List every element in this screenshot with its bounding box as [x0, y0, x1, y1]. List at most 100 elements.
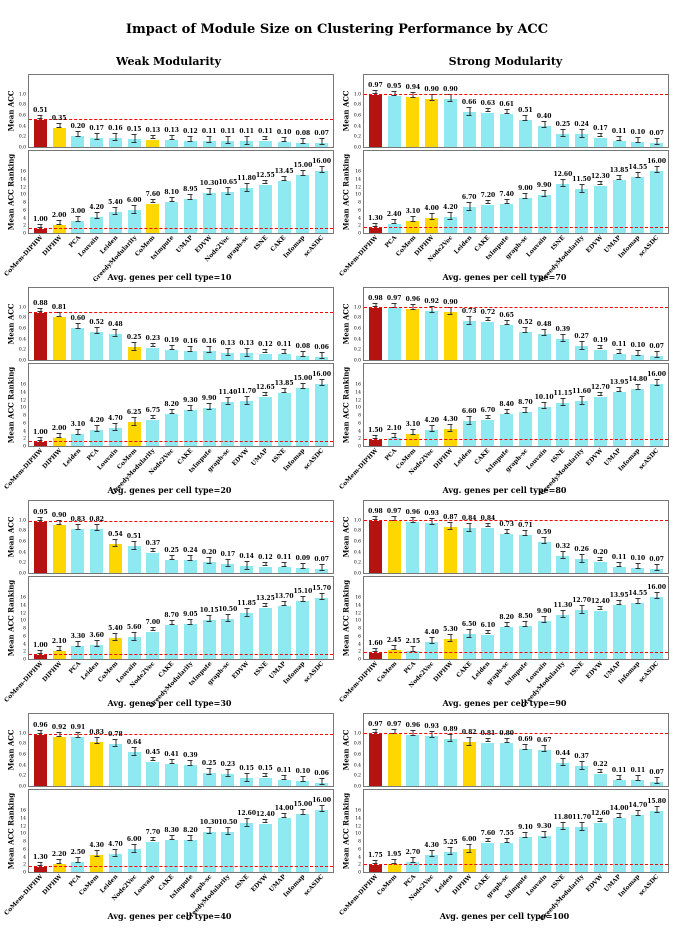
- bar: [443, 94, 457, 147]
- axis-tick-label: 4: [358, 855, 361, 861]
- bar: [612, 174, 626, 233]
- bar-value-label: 10.50: [218, 605, 238, 613]
- bar: [71, 216, 85, 233]
- bar: [183, 346, 197, 360]
- bar-group-Louvain: 9.30: [536, 824, 553, 872]
- bar-group-Louvain: 5.60: [126, 625, 143, 659]
- error-bar: [466, 106, 472, 116]
- bar-group-UMAP: 12.65: [256, 385, 275, 446]
- error-bar: [391, 859, 397, 865]
- bar: [240, 348, 254, 360]
- error-bar: [75, 429, 81, 436]
- bar-value-label: 1.60: [368, 639, 383, 647]
- bar: [108, 539, 122, 573]
- bar-value-label: 8.20: [183, 827, 198, 835]
- error-bar: [225, 186, 231, 195]
- rank-axis-label: Mean ACC Ranking: [341, 153, 350, 231]
- error-bar: [281, 813, 287, 819]
- axis-tick-label: 0.0: [18, 784, 26, 790]
- bar-group-tsImpute: 0.69: [517, 737, 534, 786]
- error-bar: [262, 348, 268, 353]
- bar-group-CoMem: 0.97: [386, 509, 403, 573]
- error-bar: [391, 218, 397, 224]
- error-bar: [206, 136, 212, 144]
- error-bar: [131, 746, 137, 756]
- bar-value-label: 0.16: [201, 338, 217, 346]
- rank-axis-label: Mean ACC Ranking: [341, 792, 350, 870]
- axis-tick-label: 6: [358, 208, 361, 214]
- bar: [202, 557, 216, 573]
- axis-tick-label: 8: [358, 413, 361, 419]
- bar-value-label: 0.25: [126, 333, 142, 341]
- error-bar: [504, 199, 510, 205]
- bar: [33, 862, 47, 872]
- axis-tick-label: 16: [20, 808, 26, 814]
- bar: [202, 402, 216, 446]
- rank-plot-area: 1.00 2.00 3.00 4.20 5.40 6.00 7.60 8.10 8.95 10.3…: [28, 150, 334, 234]
- bar-group-DIPHW: 4.00: [423, 205, 440, 233]
- bar: [612, 387, 626, 446]
- bar-group-graph-sc: 7.55: [498, 830, 515, 872]
- bar: [258, 179, 272, 233]
- x-tick-labels: CoMem-DIPHW PCA CoMem DIPHW Node2Vec Leiden CA…: [338, 234, 665, 283]
- bar-group-PCA: 0.96: [405, 722, 422, 786]
- axis-tick-label: 8: [358, 200, 361, 206]
- bar-value-label: 0.39: [555, 326, 571, 334]
- error-bar: [94, 640, 100, 648]
- bar: [612, 349, 626, 360]
- rank-bars: 1.30 2.20 2.50 4.30 4.70 6.00 7.70 8.30 8.20 10.3…: [32, 798, 331, 872]
- rank-chart: Mean ACC Ranking 16 14 12 10 8 6 4 2 0 1.50 2.10 3.1…: [340, 363, 669, 450]
- bar-group-Node2Vec: 4.20: [442, 203, 459, 233]
- error-bar: [541, 615, 547, 623]
- bar-value-label: 0.07: [649, 130, 664, 138]
- error-bar: [187, 193, 193, 200]
- error-bar: [541, 831, 547, 839]
- error-bar: [597, 818, 603, 823]
- bar-value-label: 4.20: [443, 203, 458, 211]
- axis-tick-label: 14: [20, 177, 26, 183]
- error-bar: [466, 415, 472, 425]
- bar: [443, 307, 457, 360]
- axis-tick-label: 4: [358, 429, 361, 435]
- bar-group-CAKE: 0.63: [480, 101, 497, 147]
- acc-axis-ticks: 1.0 0.8 0.6 0.4 0.2 0.0: [351, 74, 363, 150]
- error-bar: [560, 821, 566, 830]
- error-bar: [56, 520, 62, 525]
- bar-group-GreedyModularity: 0.24: [182, 548, 199, 573]
- bar: [612, 813, 626, 872]
- bar-group-graph-sc: 0.80: [498, 731, 515, 786]
- bar: [387, 729, 401, 786]
- axis-tick-label: 8: [23, 839, 26, 845]
- axis-tick-label: 0.8: [353, 741, 361, 747]
- acc-axis-label: Mean ACC: [6, 729, 15, 771]
- bar-group-Leiden: 6.60: [461, 408, 478, 446]
- bar-group-UMAP: 13.95: [610, 593, 629, 659]
- axis-tick-label: 0.4: [353, 337, 361, 343]
- error-bar: [447, 307, 453, 315]
- error-bar: [150, 627, 156, 632]
- rank-chart: Mean ACC Ranking 16 14 12 10 8 6 4 2 0 1.00 2.00 3.0…: [5, 150, 334, 237]
- bar-value-label: 11.70: [572, 813, 592, 821]
- bar-value-label: 0.09: [295, 555, 311, 563]
- bar-value-label: 12.60: [237, 810, 257, 818]
- bar-value-label: 0.63: [480, 100, 496, 108]
- bar-value-label: 1.00: [33, 642, 48, 650]
- error-bar: [94, 327, 100, 335]
- bar-group-CoMem: 5.40: [107, 626, 124, 659]
- bar: [146, 548, 160, 573]
- error-bar: [300, 595, 306, 602]
- bar-group-PCA: 2.50: [70, 850, 87, 872]
- error-bar: [187, 555, 193, 562]
- bar-group-CoMem: 0.25: [126, 333, 143, 360]
- bar-value-label: 0.91: [70, 724, 86, 732]
- bar-group-CAKE: 7.60: [480, 830, 497, 872]
- bar: [387, 91, 401, 147]
- error-bar: [410, 645, 416, 652]
- bar: [387, 644, 401, 659]
- bar-group-CAKE: 0.10: [276, 129, 293, 147]
- error-bar: [150, 757, 156, 761]
- bar: [90, 640, 104, 659]
- bar-value-label: 2.10: [386, 424, 402, 432]
- axis-tick-label: 0.2: [18, 134, 26, 140]
- bar: [240, 818, 254, 872]
